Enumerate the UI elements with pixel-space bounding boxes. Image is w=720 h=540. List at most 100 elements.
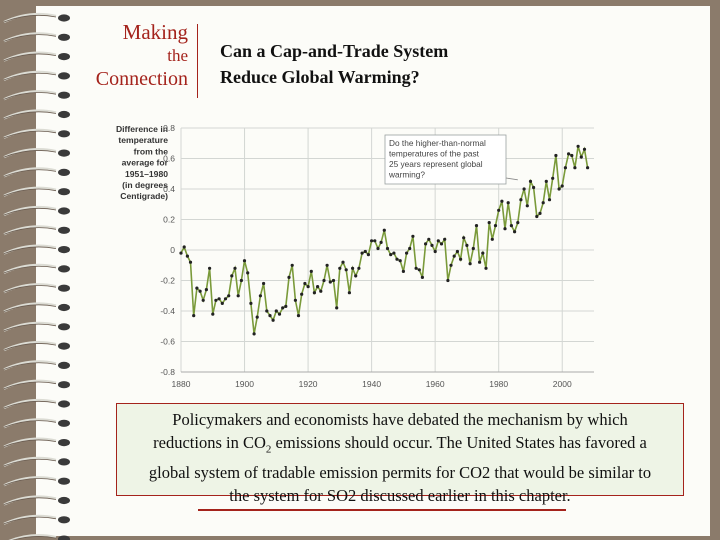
x-tick-label: 1940 <box>362 379 381 389</box>
data-point <box>233 266 237 270</box>
data-point <box>204 288 208 292</box>
data-point <box>195 286 199 290</box>
data-point <box>478 260 482 264</box>
data-point <box>179 251 183 255</box>
data-point <box>582 147 587 151</box>
annotation-line: Do the higher-than-normal <box>389 138 486 148</box>
data-point <box>255 315 259 319</box>
data-point <box>522 187 526 191</box>
caption-line-4: the system for SO2 discussed earlier in … <box>229 486 571 506</box>
data-point <box>242 259 247 263</box>
y-tick-label: -0.8 <box>160 367 175 377</box>
data-point <box>563 166 567 170</box>
data-point <box>185 254 189 258</box>
data-point <box>443 237 447 241</box>
data-point <box>252 332 256 336</box>
x-tick-label: 1980 <box>489 379 508 389</box>
data-point <box>519 198 523 202</box>
data-point <box>192 314 196 318</box>
data-point <box>449 263 453 267</box>
data-point <box>249 301 253 305</box>
data-point <box>509 224 513 228</box>
caption-box: Policymakers and economists have debated… <box>116 403 684 505</box>
title-line-2: Reduce Global Warming? <box>220 67 420 87</box>
data-point <box>405 251 409 255</box>
y-label-line: Difference in <box>116 124 168 134</box>
data-point <box>389 253 393 257</box>
data-point <box>436 239 440 243</box>
data-point <box>363 249 367 254</box>
data-point <box>579 155 583 159</box>
title-line-1: Can a Cap-and-Trade System <box>220 41 449 61</box>
data-point <box>236 294 240 298</box>
data-point <box>341 260 345 264</box>
series-line <box>180 146 589 335</box>
data-point <box>230 274 234 278</box>
data-point <box>220 301 224 305</box>
data-point <box>452 254 456 258</box>
data-point <box>373 239 377 243</box>
data-point <box>265 309 269 313</box>
data-point <box>296 314 301 318</box>
data-point <box>506 201 510 205</box>
data-point <box>290 263 294 267</box>
data-point <box>223 297 228 301</box>
data-point <box>360 251 364 255</box>
caption-line-3: global system of tradable emission permi… <box>148 463 652 483</box>
data-point <box>427 237 431 241</box>
data-point <box>528 179 533 183</box>
data-point <box>398 259 402 263</box>
data-point <box>567 152 571 156</box>
caption-line-2: reductions in CO2 emissions should occur… <box>123 431 677 461</box>
data-point <box>420 275 424 279</box>
data-point <box>430 243 434 247</box>
data-point <box>284 304 288 308</box>
data-point <box>487 221 491 225</box>
annotation-line: temperatures of the past <box>389 149 480 159</box>
data-point <box>382 228 386 232</box>
data-point <box>471 246 475 251</box>
data-point <box>287 275 291 279</box>
data-point <box>446 278 450 283</box>
data-point <box>551 176 555 180</box>
y-tick-label: 0 <box>170 245 175 255</box>
data-point <box>544 179 548 183</box>
caption-line-2a: reductions in CO <box>153 433 266 452</box>
header-divider <box>197 24 198 98</box>
data-point <box>338 266 342 270</box>
data-point <box>433 249 437 254</box>
data-point <box>392 251 396 255</box>
data-point <box>503 227 507 231</box>
data-point <box>586 166 590 170</box>
x-tick-label: 1900 <box>235 379 254 389</box>
data-point <box>493 224 498 228</box>
data-point <box>370 239 374 243</box>
data-point <box>316 285 320 289</box>
y-label-line: (in degrees <box>122 180 168 190</box>
data-point <box>547 198 552 202</box>
data-point <box>198 289 202 293</box>
x-tick-label: 1960 <box>426 379 445 389</box>
data-point <box>385 246 390 251</box>
data-point <box>246 271 250 275</box>
data-point <box>379 240 383 244</box>
data-point <box>401 269 405 273</box>
data-point <box>351 266 355 270</box>
y-tick-label: -0.4 <box>160 306 175 316</box>
data-point <box>188 260 193 264</box>
data-point <box>325 263 329 267</box>
data-point <box>497 208 501 212</box>
data-point <box>490 237 494 241</box>
data-point <box>576 144 580 148</box>
y-label-line: from the <box>134 146 169 156</box>
data-point <box>459 257 463 261</box>
data-point <box>328 280 332 284</box>
data-point <box>541 201 545 205</box>
annotation-line: 25 years represent global <box>389 159 483 169</box>
y-label-line: Centigrade) <box>120 191 168 201</box>
annotation-line: warming? <box>388 170 425 180</box>
data-point <box>239 278 243 283</box>
